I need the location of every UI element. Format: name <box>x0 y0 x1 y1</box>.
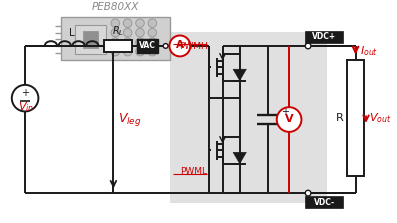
Circle shape <box>123 38 132 46</box>
Bar <box>305 196 343 208</box>
Bar <box>104 40 133 52</box>
Bar <box>61 17 170 60</box>
Text: V: V <box>285 114 293 124</box>
Bar <box>170 32 327 203</box>
Text: PWMH: PWMH <box>179 42 207 51</box>
Bar <box>83 31 98 48</box>
Text: L: L <box>69 28 75 38</box>
Polygon shape <box>233 152 247 164</box>
Polygon shape <box>233 69 247 81</box>
Text: PEB80XX: PEB80XX <box>92 2 139 12</box>
Text: +: + <box>281 107 289 117</box>
Circle shape <box>277 107 301 132</box>
Circle shape <box>148 38 157 46</box>
Circle shape <box>305 190 311 196</box>
Circle shape <box>148 47 157 56</box>
Circle shape <box>136 28 144 37</box>
Text: $V_{in}$: $V_{in}$ <box>18 100 34 114</box>
Circle shape <box>123 28 132 37</box>
Bar <box>137 39 158 53</box>
Circle shape <box>111 38 119 46</box>
Text: $V_{out}$: $V_{out}$ <box>369 111 391 125</box>
Circle shape <box>111 28 119 37</box>
Text: $I_{out}$: $I_{out}$ <box>360 44 379 58</box>
Text: PWML: PWML <box>180 167 207 176</box>
Circle shape <box>148 28 157 37</box>
Text: VDC+: VDC+ <box>312 32 336 41</box>
Circle shape <box>111 19 119 27</box>
Bar <box>347 60 364 176</box>
Circle shape <box>111 47 119 56</box>
Circle shape <box>123 19 132 27</box>
Circle shape <box>170 35 190 56</box>
Circle shape <box>136 38 144 46</box>
Bar <box>75 25 106 54</box>
Text: $R_L$: $R_L$ <box>112 25 124 38</box>
Circle shape <box>148 19 157 27</box>
Text: R: R <box>335 113 343 123</box>
Text: $V_{leg}$: $V_{leg}$ <box>118 111 142 128</box>
Bar <box>305 31 343 43</box>
Text: VAC: VAC <box>139 41 156 50</box>
Text: A: A <box>176 40 184 50</box>
Circle shape <box>136 47 144 56</box>
Circle shape <box>305 43 311 49</box>
Circle shape <box>123 47 132 56</box>
Circle shape <box>136 19 144 27</box>
Text: VDC-: VDC- <box>314 198 335 207</box>
Circle shape <box>163 43 168 48</box>
Circle shape <box>12 85 39 112</box>
Text: +: + <box>21 88 29 98</box>
